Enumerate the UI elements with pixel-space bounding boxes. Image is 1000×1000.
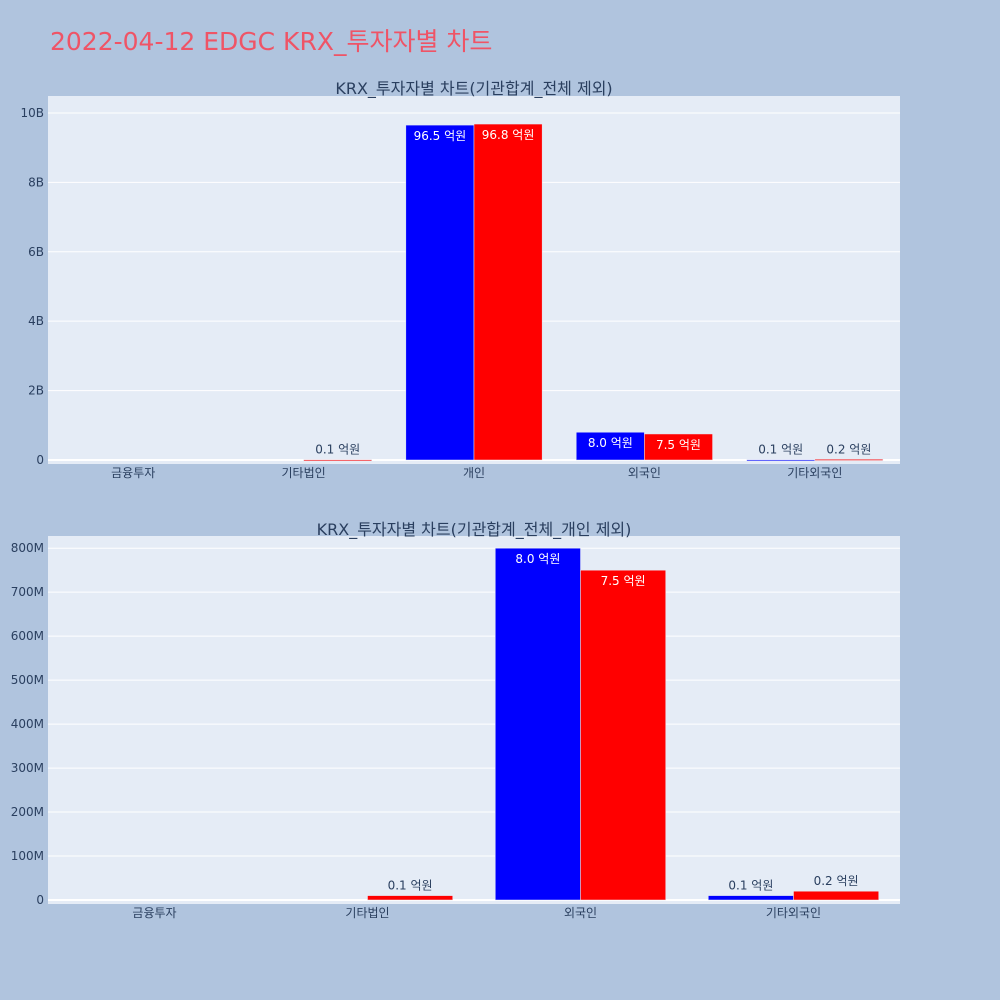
bar [303, 459, 373, 462]
y-tick-label: 100M [11, 849, 44, 863]
y-tick-label: 0 [36, 893, 44, 907]
bar [367, 895, 453, 901]
bar [473, 123, 543, 461]
y-tick-label: 0 [36, 453, 44, 467]
bar-data-label: 96.8 억원 [482, 128, 535, 142]
y-tick-label: 200M [11, 805, 44, 819]
bar-data-label: 0.1 억원 [315, 443, 360, 457]
plot-area [48, 536, 900, 904]
chart-title: KRX_투자자별 차트(기관합계_전체_개인 제외) [317, 520, 632, 540]
y-tick-label: 10B [20, 106, 44, 120]
bar-data-label: 7.5 억원 [656, 438, 701, 452]
page-title: 2022-04-12 EDGC KRX_투자자별 차트 [50, 27, 493, 56]
bar-data-label: 0.1 억원 [728, 879, 773, 893]
x-tick-label: 기타외국인 [787, 466, 842, 480]
bar [814, 459, 884, 461]
x-tick-label: 금융투자 [111, 466, 155, 480]
bar [793, 890, 879, 901]
bar-data-label: 0.1 억원 [388, 879, 433, 893]
bar [580, 569, 666, 901]
bar [405, 124, 475, 461]
bar-data-label: 8.0 억원 [515, 552, 560, 566]
y-tick-label: 700M [11, 585, 44, 599]
x-tick-label: 외국인 [628, 466, 661, 480]
y-tick-label: 800M [11, 541, 44, 555]
y-tick-label: 2B [28, 384, 44, 398]
bar-data-label: 96.5 억원 [414, 129, 467, 143]
chart-title: KRX_투자자별 차트(기관합계_전체 제외) [335, 79, 612, 99]
y-tick-label: 8B [28, 175, 44, 189]
bar [495, 547, 581, 901]
x-tick-label: 개인 [463, 466, 485, 480]
bar [644, 433, 713, 461]
bar-data-label: 0.1 억원 [758, 443, 803, 457]
x-tick-label: 기타법인 [345, 906, 389, 920]
bar-data-label: 8.0 억원 [588, 436, 633, 450]
x-tick-label: 외국인 [564, 906, 597, 920]
chart-bottom: 0 100M 200M 300M 400M 500M 600M 700M 800M KRX_투자자… [11, 520, 900, 920]
bar-data-label: 7.5 억원 [601, 574, 646, 588]
y-tick-label: 500M [11, 673, 44, 687]
y-tick-label: 300M [11, 761, 44, 775]
bar [708, 895, 794, 901]
y-tick-label: 400M [11, 717, 44, 731]
bar-data-label: 0.2 억원 [826, 442, 871, 456]
y-tick-label: 6B [28, 245, 44, 259]
x-tick-label: 기타외국인 [766, 906, 821, 920]
x-tick-label: 기타법인 [282, 466, 326, 480]
chart-top: 0 2B 4B 6B 8B 10B KRX_투자자별 차트(기관합계_전체 제외) 금융투자 기… [20, 79, 900, 480]
bar-data-label: 0.2 억원 [814, 874, 859, 888]
y-tick-label: 4B [28, 314, 44, 328]
y-tick-label: 600M [11, 629, 44, 643]
bar [746, 459, 816, 462]
bar [575, 431, 645, 461]
x-tick-label: 금융투자 [132, 906, 176, 920]
